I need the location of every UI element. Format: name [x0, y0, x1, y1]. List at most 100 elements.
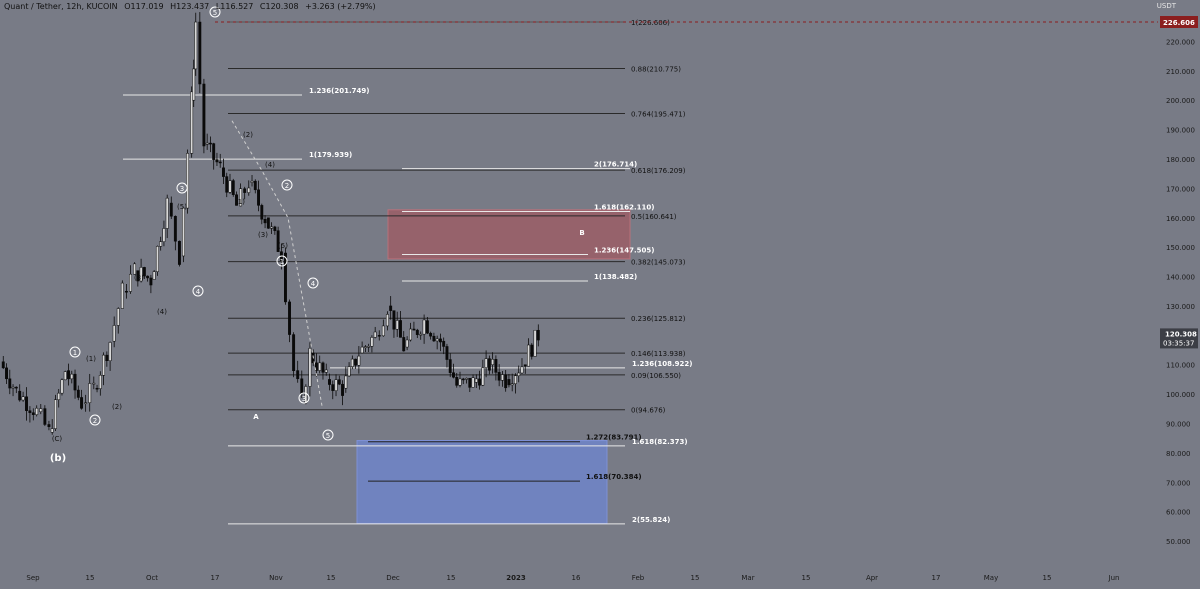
- candle[interactable]: [84, 394, 88, 412]
- candle[interactable]: [347, 362, 351, 377]
- candle[interactable]: [402, 331, 406, 352]
- candle[interactable]: [186, 149, 190, 214]
- candle[interactable]: [120, 280, 124, 309]
- candle[interactable]: [507, 374, 511, 388]
- candle[interactable]: [350, 355, 354, 370]
- candle[interactable]: [465, 377, 468, 384]
- candle[interactable]: [360, 341, 364, 354]
- candle[interactable]: [57, 389, 61, 408]
- candle[interactable]: [530, 343, 534, 360]
- candle[interactable]: [88, 373, 92, 412]
- candle[interactable]: [43, 405, 47, 427]
- candle[interactable]: [152, 269, 156, 280]
- candle[interactable]: [235, 191, 238, 206]
- candle[interactable]: [112, 316, 116, 348]
- candle[interactable]: [478, 370, 482, 390]
- candle[interactable]: [54, 394, 57, 432]
- candle[interactable]: [442, 337, 446, 355]
- candle[interactable]: [198, 12, 202, 94]
- candle[interactable]: [31, 408, 35, 421]
- candle[interactable]: [155, 245, 159, 276]
- candle[interactable]: [102, 352, 106, 386]
- candle[interactable]: [50, 419, 54, 435]
- candle[interactable]: [108, 341, 112, 371]
- candle[interactable]: [270, 222, 274, 234]
- candle[interactable]: [288, 299, 291, 343]
- candle[interactable]: [432, 332, 436, 342]
- candle[interactable]: [389, 296, 393, 320]
- candle[interactable]: [412, 321, 416, 331]
- candle[interactable]: [5, 363, 8, 384]
- candle[interactable]: [373, 326, 377, 339]
- candle[interactable]: [284, 247, 287, 305]
- candle[interactable]: [381, 319, 385, 337]
- candle[interactable]: [395, 311, 399, 337]
- candle[interactable]: [25, 387, 28, 421]
- candle[interactable]: [514, 373, 517, 394]
- candle[interactable]: [247, 180, 251, 196]
- candle[interactable]: [487, 355, 491, 375]
- candle[interactable]: [218, 153, 222, 168]
- candle[interactable]: [471, 374, 475, 388]
- candle[interactable]: [334, 374, 338, 397]
- price-axis[interactable]: [1158, 0, 1200, 585]
- candle[interactable]: [468, 377, 472, 393]
- candle[interactable]: [1, 355, 5, 370]
- candle[interactable]: [35, 405, 39, 417]
- candle[interactable]: [461, 377, 465, 385]
- candle[interactable]: [315, 353, 318, 377]
- candle[interactable]: [504, 370, 508, 392]
- candle[interactable]: [228, 173, 232, 194]
- candle[interactable]: [124, 283, 128, 299]
- candle[interactable]: [474, 374, 478, 388]
- time-axis[interactable]: [0, 568, 1158, 585]
- candle[interactable]: [173, 215, 177, 251]
- candle[interactable]: [70, 370, 74, 384]
- candle[interactable]: [105, 351, 109, 367]
- candle[interactable]: [321, 361, 325, 380]
- candle[interactable]: [399, 311, 402, 338]
- candle[interactable]: [458, 371, 462, 388]
- candle[interactable]: [239, 183, 243, 207]
- candle[interactable]: [455, 372, 459, 388]
- candle[interactable]: [318, 355, 322, 374]
- candle[interactable]: [452, 363, 455, 379]
- candle[interactable]: [533, 329, 537, 357]
- candle[interactable]: [225, 172, 229, 198]
- candle[interactable]: [409, 322, 412, 342]
- candle[interactable]: [385, 311, 389, 331]
- candle[interactable]: [60, 378, 64, 396]
- candle[interactable]: [517, 365, 521, 383]
- candle[interactable]: [419, 331, 423, 340]
- candle[interactable]: [341, 380, 345, 406]
- candle[interactable]: [429, 331, 433, 340]
- candle[interactable]: [205, 133, 209, 150]
- candle[interactable]: [308, 342, 312, 397]
- candle[interactable]: [484, 350, 488, 378]
- candle[interactable]: [222, 158, 225, 185]
- candle[interactable]: [177, 240, 181, 267]
- candle[interactable]: [344, 366, 348, 393]
- candle[interactable]: [8, 369, 12, 395]
- candle[interactable]: [491, 352, 495, 374]
- candle[interactable]: [194, 12, 198, 76]
- candle[interactable]: [253, 179, 257, 194]
- candle[interactable]: [212, 142, 216, 170]
- candle[interactable]: [136, 270, 140, 287]
- demand-zone[interactable]: [356, 440, 608, 524]
- candle[interactable]: [481, 359, 485, 387]
- candle[interactable]: [422, 314, 426, 344]
- candle[interactable]: [76, 385, 80, 401]
- candle[interactable]: [250, 174, 254, 187]
- candle[interactable]: [202, 78, 206, 154]
- candle[interactable]: [63, 370, 67, 381]
- candle[interactable]: [377, 330, 381, 341]
- candle[interactable]: [367, 343, 371, 353]
- candle[interactable]: [169, 196, 173, 219]
- candle[interactable]: [243, 186, 247, 200]
- candle[interactable]: [296, 360, 300, 383]
- candle[interactable]: [494, 355, 498, 381]
- candle[interactable]: [208, 136, 212, 153]
- candle[interactable]: [445, 343, 449, 368]
